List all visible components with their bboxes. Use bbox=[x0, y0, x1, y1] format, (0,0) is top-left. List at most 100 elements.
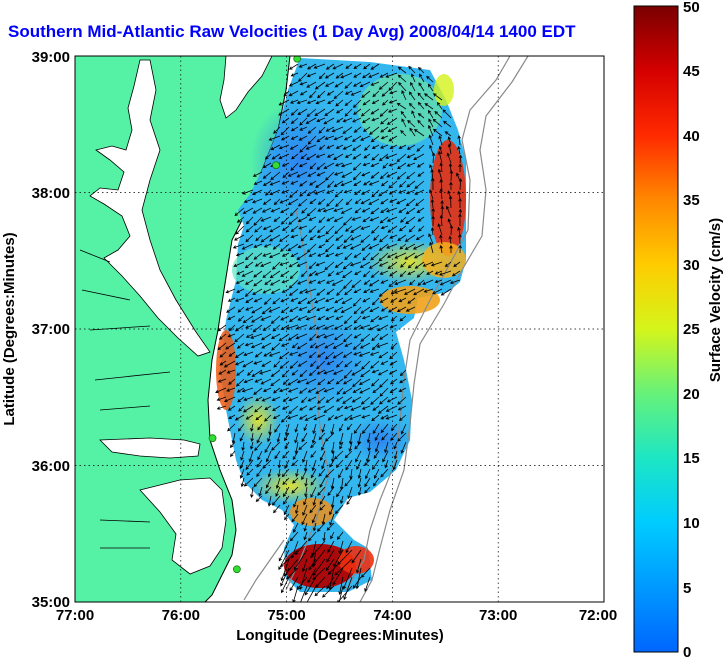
velocity-arrow bbox=[449, 224, 454, 236]
velocity-arrow bbox=[325, 225, 335, 235]
velocity-arrow bbox=[331, 279, 344, 286]
velocity-arrow bbox=[410, 81, 416, 92]
velocity-arrow bbox=[283, 504, 290, 516]
velocity-arrow bbox=[318, 468, 326, 477]
velocity-arrow bbox=[387, 108, 398, 113]
velocity-arrow bbox=[264, 414, 272, 422]
velocity-arrow bbox=[268, 252, 281, 259]
velocity-arrow bbox=[362, 252, 371, 261]
velocity-arrow bbox=[236, 387, 245, 393]
velocity-arrow bbox=[316, 360, 326, 370]
velocity-arrow bbox=[357, 432, 362, 445]
velocity-arrow bbox=[279, 234, 290, 242]
velocity-arrow bbox=[380, 180, 389, 187]
velocity-arrow bbox=[326, 576, 335, 590]
velocity-arrow bbox=[315, 153, 326, 158]
velocity-arrow bbox=[327, 378, 335, 385]
velocity-arrow bbox=[342, 351, 353, 358]
velocity-arrow bbox=[415, 198, 425, 207]
velocity-arrow bbox=[319, 450, 326, 461]
velocity-arrow bbox=[340, 72, 353, 79]
velocity-arrow bbox=[446, 152, 452, 164]
velocity-arrow bbox=[245, 459, 254, 471]
velocity-arrow bbox=[370, 270, 380, 278]
velocity-arrow bbox=[304, 288, 317, 294]
velocity-arrow bbox=[316, 171, 326, 177]
velocity-arrow bbox=[259, 369, 272, 375]
velocity-arrow bbox=[216, 396, 227, 401]
velocity-arrow bbox=[317, 252, 326, 257]
velocity-arrow bbox=[218, 333, 227, 340]
velocity-arrow bbox=[351, 135, 362, 142]
velocity-arrow bbox=[282, 486, 290, 498]
velocity-arrow bbox=[434, 270, 443, 275]
velocity-arrow bbox=[234, 333, 245, 343]
velocity-arrow bbox=[371, 189, 380, 198]
velocity-arrow bbox=[272, 414, 281, 419]
velocity-arrow bbox=[350, 405, 362, 411]
velocity-arrow bbox=[334, 252, 344, 257]
velocity-arrow bbox=[405, 198, 416, 207]
velocity-arrow bbox=[458, 244, 462, 254]
velocity-arrow bbox=[306, 81, 317, 88]
velocity-arrow bbox=[345, 198, 353, 206]
velocity-arrow bbox=[419, 73, 425, 83]
velocity-arrow bbox=[261, 360, 272, 367]
velocity-arrow bbox=[370, 81, 380, 86]
velocity-arrow bbox=[317, 378, 326, 386]
velocity-arrow bbox=[358, 351, 371, 357]
velocity-arrow bbox=[299, 369, 308, 378]
velocity-arrow bbox=[271, 342, 281, 351]
velocity-arrow bbox=[362, 216, 371, 223]
velocity-arrow bbox=[432, 93, 443, 101]
velocity-arrow bbox=[342, 144, 353, 150]
velocity-arrow bbox=[351, 279, 362, 288]
velocity-arrow bbox=[388, 135, 398, 142]
velocity-arrow bbox=[217, 378, 227, 383]
velocity-arrow bbox=[315, 576, 326, 588]
velocity-arrow bbox=[336, 243, 344, 250]
velocity-arrow bbox=[272, 261, 281, 270]
velocity-arrow bbox=[290, 135, 299, 140]
velocity-arrow bbox=[335, 162, 344, 167]
velocity-arrow bbox=[270, 207, 281, 213]
velocity-arrow bbox=[333, 153, 344, 160]
velocity-arrow bbox=[446, 205, 452, 218]
velocity-arrow bbox=[228, 351, 236, 357]
velocity-arrow bbox=[388, 180, 398, 189]
velocity-arrow bbox=[251, 306, 263, 314]
velocity-arrow bbox=[255, 396, 263, 402]
velocity-arrow bbox=[294, 423, 299, 433]
velocity-arrow bbox=[291, 513, 299, 523]
velocity-arrow bbox=[388, 162, 398, 167]
velocity-arrow bbox=[360, 369, 371, 378]
velocity-arrow bbox=[257, 450, 263, 461]
velocity-arrow bbox=[299, 405, 308, 411]
velocity-arrow bbox=[236, 270, 245, 275]
velocity-arrow bbox=[360, 108, 371, 117]
velocity-arrow bbox=[252, 198, 263, 204]
velocity-arrow bbox=[290, 180, 299, 185]
velocity-arrow bbox=[437, 150, 443, 164]
velocity-arrow bbox=[377, 369, 389, 376]
velocity-arrow bbox=[240, 450, 245, 461]
velocity-arrow bbox=[390, 378, 398, 385]
velocity-arrow bbox=[231, 432, 236, 444]
velocity-arrow bbox=[334, 504, 344, 515]
velocity-arrow bbox=[371, 99, 380, 104]
velocity-arrow bbox=[417, 92, 425, 101]
velocity-arrow bbox=[281, 288, 290, 293]
grid-lines bbox=[75, 56, 604, 602]
velocity-arrow bbox=[379, 396, 389, 405]
velocity-arrow bbox=[229, 450, 236, 458]
velocity-arrow bbox=[279, 360, 290, 369]
velocity-arrow bbox=[394, 279, 407, 286]
velocity-arrow bbox=[308, 405, 317, 411]
velocity-arrow bbox=[271, 153, 281, 160]
velocity-arrow bbox=[297, 243, 308, 249]
colorbar-tick-label: 20 bbox=[683, 386, 700, 403]
velocity-arrow bbox=[430, 198, 435, 209]
velocity-arrow bbox=[253, 270, 263, 278]
velocity-arrow bbox=[335, 144, 344, 149]
velocity-arrow bbox=[372, 90, 380, 98]
